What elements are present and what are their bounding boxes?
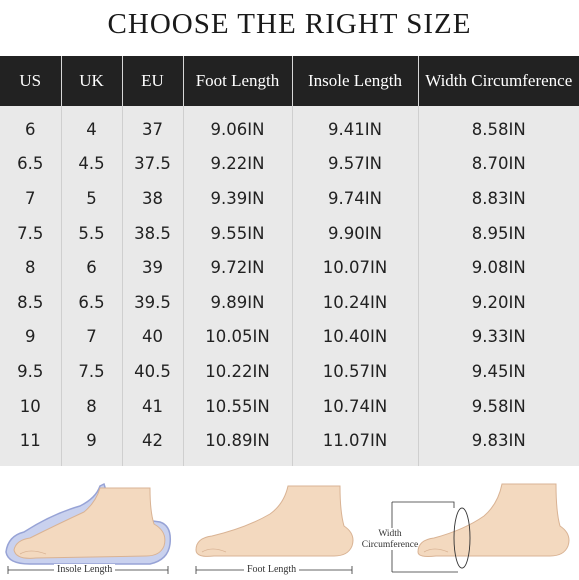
width-circumference-diagram: Width Circumference: [360, 472, 579, 580]
cell-eu: 41: [121, 388, 183, 424]
table-row: 11 9 42 10.89IN 11.07IN 9.83IN: [0, 423, 579, 466]
cell-width-circumference: 9.20IN: [417, 284, 579, 320]
cell-foot-length: 10.22IN: [182, 354, 292, 389]
foot-illustration: [195, 485, 354, 574]
cell-uk: 7.5: [60, 354, 122, 389]
cell-eu: 37.5: [121, 146, 183, 182]
cell-width-circumference: 9.45IN: [417, 354, 579, 389]
table-row: 7.5 5.5 38.5 9.55IN 9.90IN 8.95IN: [0, 215, 579, 251]
width-label-line1: Width: [378, 529, 402, 539]
cell-us: 11: [19, 431, 41, 451]
cell-us: 7: [25, 188, 36, 208]
header-eu: EU: [121, 56, 183, 106]
cell-uk: 5.5: [60, 215, 122, 251]
table-row: 8 6 39 9.72IN 10.07IN 9.08IN: [0, 250, 579, 285]
cell-width-circumference: 9.08IN: [417, 250, 579, 285]
table-row: 9 7 40 10.05IN 10.40IN 9.33IN: [0, 319, 579, 355]
header-uk: UK: [60, 56, 122, 106]
cell-uk: 5: [60, 181, 122, 216]
table-row: 10 8 41 10.55IN 10.74IN 9.58IN: [0, 388, 579, 424]
cell-uk: 9: [60, 423, 122, 466]
header-us: US: [19, 71, 42, 90]
cell-eu: 38.5: [121, 215, 183, 251]
cell-insole-length: 10.74IN: [291, 388, 418, 424]
cell-width-circumference: 9.58IN: [417, 388, 579, 424]
cell-foot-length: 9.55IN: [182, 215, 292, 251]
page-title: CHOOSE THE RIGHT SIZE: [107, 8, 472, 40]
cell-width-circumference: 8.95IN: [417, 215, 579, 251]
cell-eu: 40.5: [121, 354, 183, 389]
cell-foot-length: 10.89IN: [182, 423, 292, 466]
cell-us: 10: [19, 396, 41, 416]
cell-insole-length: 9.74IN: [291, 181, 418, 216]
cell-insole-length: 9.41IN: [291, 106, 418, 147]
header-foot-length: Foot Length: [182, 56, 292, 106]
foot-length-label: Foot Length: [244, 564, 300, 575]
insole-length-diagram: Insole Length: [0, 472, 190, 580]
table-row: 6 4 37 9.06IN 9.41IN 8.58IN: [0, 106, 579, 147]
cell-width-circumference: 8.58IN: [417, 106, 579, 147]
table-row: 9.5 7.5 40.5 10.22IN 10.57IN 9.45IN: [0, 354, 579, 389]
insole-length-label: Insole Length: [54, 564, 116, 575]
cell-width-circumference: 9.33IN: [417, 319, 579, 355]
cell-width-circumference: 8.83IN: [417, 181, 579, 216]
cell-us: 7.5: [17, 223, 44, 243]
cell-uk: 4: [60, 106, 122, 147]
cell-width-circumference: 9.83IN: [417, 423, 579, 466]
cell-insole-length: 10.24IN: [291, 284, 418, 320]
cell-us: 8.5: [17, 292, 44, 312]
foot-width-illustration: [391, 483, 570, 573]
cell-eu: 37: [121, 106, 183, 147]
width-circumference-label: Width Circumference: [360, 529, 420, 551]
cell-foot-length: 10.55IN: [182, 388, 292, 424]
cell-insole-length: 9.90IN: [291, 215, 418, 251]
cell-insole-length: 10.40IN: [291, 319, 418, 355]
cell-uk: 6: [60, 250, 122, 285]
cell-eu: 38: [121, 181, 183, 216]
cell-eu: 40: [121, 319, 183, 355]
cell-us: 9.5: [17, 361, 44, 381]
table-row: 8.5 6.5 39.5 9.89IN 10.24IN 9.20IN: [0, 284, 579, 320]
width-label-line2: Circumference: [361, 540, 419, 550]
cell-foot-length: 9.22IN: [182, 146, 292, 182]
cell-uk: 4.5: [60, 146, 122, 182]
table-body: 6 4 37 9.06IN 9.41IN 8.58IN 6.5 4.5 37.5…: [0, 106, 579, 466]
cell-foot-length: 9.89IN: [182, 284, 292, 320]
cell-width-circumference: 8.70IN: [417, 146, 579, 182]
cell-insole-length: 10.57IN: [291, 354, 418, 389]
cell-us: 8: [25, 258, 36, 278]
cell-uk: 6.5: [60, 284, 122, 320]
header-insole-length: Insole Length: [291, 56, 418, 106]
cell-insole-length: 11.07IN: [291, 423, 418, 466]
cell-eu: 39.5: [121, 284, 183, 320]
cell-foot-length: 10.05IN: [182, 319, 292, 355]
cell-foot-length: 9.39IN: [182, 181, 292, 216]
table-row: 6.5 4.5 37.5 9.22IN 9.57IN 8.70IN: [0, 146, 579, 182]
cell-eu: 39: [121, 250, 183, 285]
cell-insole-length: 9.57IN: [291, 146, 418, 182]
cell-us: 9: [25, 327, 36, 347]
header-width-circumference: Width Circumference: [417, 56, 579, 106]
cell-foot-length: 9.72IN: [182, 250, 292, 285]
foot-length-diagram: Foot Length: [192, 472, 357, 580]
size-chart-table: US UK EU Foot Length Insole Length Width…: [0, 56, 579, 466]
cell-eu: 42: [121, 423, 183, 466]
foot-on-insole-illustration: [5, 482, 172, 574]
cell-uk: 8: [60, 388, 122, 424]
cell-uk: 7: [60, 319, 122, 355]
cell-us: 6: [25, 119, 36, 139]
table-row: 7 5 38 9.39IN 9.74IN 8.83IN: [0, 181, 579, 216]
cell-insole-length: 10.07IN: [291, 250, 418, 285]
table-header-row: US UK EU Foot Length Insole Length Width…: [0, 56, 579, 106]
cell-foot-length: 9.06IN: [182, 106, 292, 147]
cell-us: 6.5: [17, 154, 44, 174]
measurement-diagrams: Insole Length Foot Length Width Circumfe…: [0, 472, 579, 580]
